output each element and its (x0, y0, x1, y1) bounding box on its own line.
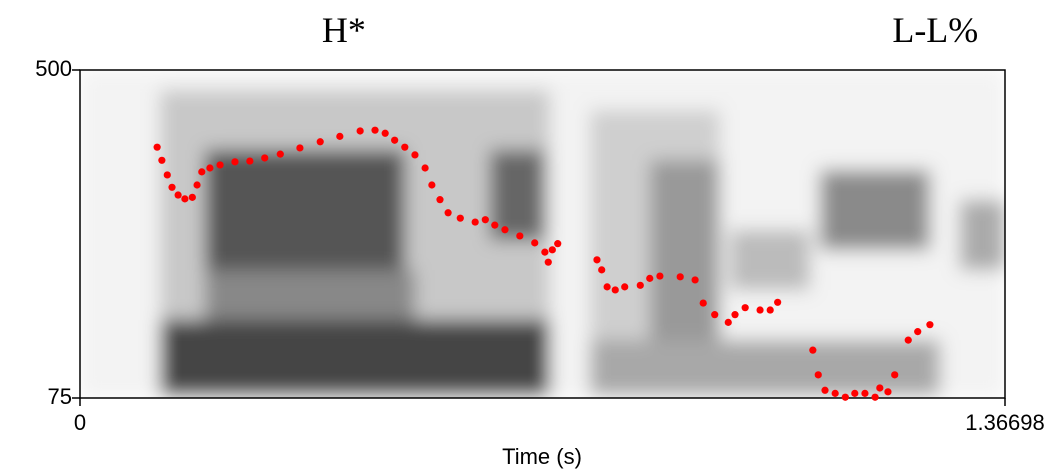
pitch-point (456, 214, 464, 222)
pitch-point (174, 191, 182, 199)
pitch-point (554, 240, 562, 248)
pitch-point (371, 126, 379, 134)
pitch-point (491, 221, 499, 229)
pitch-point (153, 143, 161, 151)
pitch-point (436, 196, 444, 204)
pitch-point (158, 156, 166, 164)
pitch-point (541, 248, 549, 256)
pitch-point (316, 138, 324, 146)
pitch-point (428, 181, 436, 189)
pitch-point (544, 258, 552, 266)
pitch-point (471, 218, 479, 226)
pitch-point (821, 386, 829, 394)
pitch-point (391, 136, 399, 144)
pitch-point (188, 193, 196, 201)
pitch-point (163, 171, 171, 179)
y-tick-label: 75 (48, 384, 72, 409)
pitch-point (598, 266, 606, 274)
pitch-point (531, 239, 539, 247)
pitch-point (611, 286, 619, 294)
pitch-point (756, 306, 764, 314)
pitch-point (168, 183, 176, 191)
pitch-point (741, 304, 749, 312)
pitch-point (501, 226, 509, 234)
pitch-point (766, 306, 774, 314)
pitch-point (876, 384, 884, 392)
pitch-point (621, 283, 629, 291)
y-tick-label: 500 (35, 56, 72, 81)
pitch-point (636, 281, 644, 289)
pitch-point (814, 371, 822, 379)
pitch-point (193, 181, 201, 189)
pitch-point (841, 393, 849, 401)
pitch-point (206, 164, 214, 172)
pitch-point (296, 144, 304, 152)
pitch-point (336, 132, 344, 140)
pitch-point (724, 318, 732, 326)
pitch-point (656, 272, 664, 280)
pitch-point (891, 371, 899, 379)
pitch-point (593, 256, 601, 264)
pitch-point (861, 389, 869, 397)
pitch-point (809, 346, 817, 354)
pitch-point (276, 150, 284, 158)
plot-frame (79, 69, 1006, 399)
pitch-point (851, 389, 859, 397)
pitch-point (914, 328, 922, 336)
pitch-point (444, 209, 452, 217)
x-tick-label: 1.36698 (965, 410, 1045, 435)
pitch-point (904, 336, 912, 344)
annotation: L-L% (892, 10, 978, 50)
pitch-point (884, 388, 892, 396)
pitch-point (548, 246, 556, 254)
pitch-point (516, 232, 524, 240)
pitch-point (731, 311, 739, 319)
pitch-point (646, 274, 654, 282)
x-axis-label: Time (s) (502, 444, 582, 469)
pitch-point (216, 161, 224, 169)
pitch-point (381, 129, 389, 137)
pitch-point (711, 311, 719, 319)
annotation: H* (322, 10, 366, 50)
pitch-point (246, 157, 254, 165)
x-tick-label: 0 (74, 410, 86, 435)
pitch-point (926, 321, 934, 329)
pitch-point (691, 276, 699, 284)
pitch-point (699, 299, 707, 307)
pitch-point (401, 143, 409, 151)
pitch-point (676, 273, 684, 281)
pitch-point (411, 151, 419, 159)
pitch-point (871, 393, 879, 401)
pitch-point (421, 164, 429, 172)
pitch-point (356, 127, 364, 135)
spectrogram (80, 70, 1005, 398)
pitch-point (774, 298, 782, 306)
pitch-point (261, 154, 269, 162)
pitch-point (831, 389, 839, 397)
pitch-point (198, 168, 206, 176)
pitch-point (231, 158, 239, 166)
pitch-point (603, 283, 611, 291)
pitch-point (181, 195, 189, 203)
pitch-point (481, 216, 489, 224)
